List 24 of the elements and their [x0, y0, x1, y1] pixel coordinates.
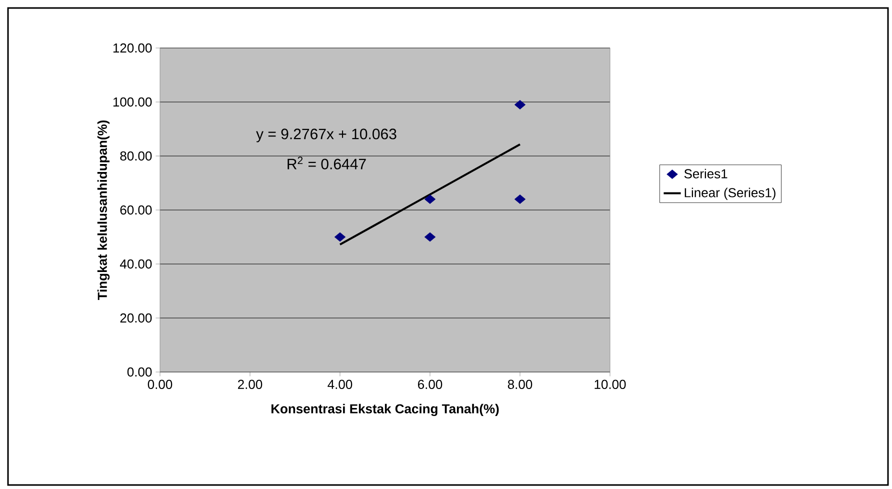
x-tick-label: 2.00	[238, 380, 262, 389]
x-tick-label: 0.00	[148, 380, 172, 389]
y-tick-label: 120.00	[113, 43, 152, 53]
y-axis-title: Tingkat kelulusanhidupan(%)	[97, 120, 110, 300]
y-tick-label: 100.00	[113, 97, 152, 107]
point	[514, 194, 526, 204]
point	[424, 232, 436, 242]
point	[424, 194, 436, 204]
point	[514, 100, 526, 110]
y-tick-label: 20.00	[120, 313, 152, 323]
x-tick-label: 6.00	[418, 380, 442, 389]
x-axis-title: Konsentrasi Ekstak Cacing Tanah(%)	[271, 404, 499, 416]
y-tick-label: 60.00	[120, 205, 152, 215]
legend-label: Linear (Series1)	[684, 188, 776, 200]
x-tick-label: 4.00	[328, 380, 352, 389]
x-tick-label: 8.00	[508, 380, 532, 389]
annotation: y = 9.2767x + 10.063	[256, 128, 396, 142]
annotation: R$^{2}$ = 0.6447	[288, 156, 366, 170]
y-tick-label: 0.00	[127, 367, 152, 377]
point	[334, 232, 346, 242]
x-tick-label: 10.00	[594, 380, 626, 389]
y-tick-label: 40.00	[120, 259, 152, 269]
y-tick-label: 80.00	[120, 151, 152, 161]
legend-label: Series1	[684, 168, 728, 178]
